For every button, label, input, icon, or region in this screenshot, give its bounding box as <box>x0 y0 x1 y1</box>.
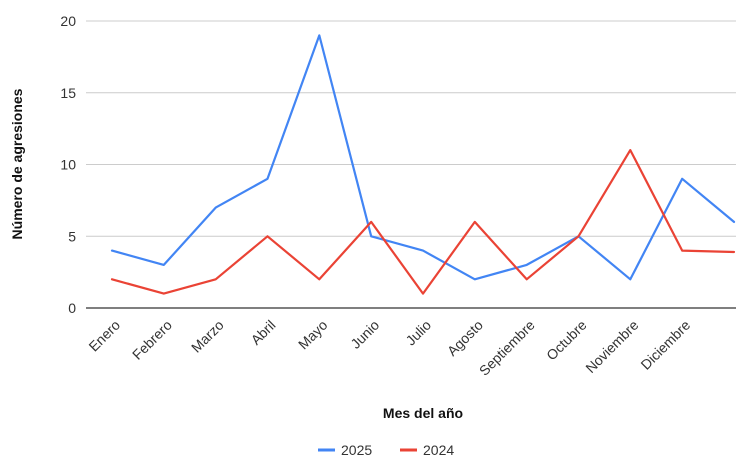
y-tick-label: 10 <box>60 157 76 173</box>
legend-label-2024: 2024 <box>423 442 454 456</box>
gridlines <box>86 20 736 309</box>
x-tick-label: Agosto <box>444 317 486 359</box>
x-tick-label: Marzo <box>188 317 227 356</box>
x-axis-title: Mes del año <box>383 405 463 421</box>
y-tick-label: 15 <box>60 85 76 101</box>
x-tick-label: Septiembre <box>476 317 538 379</box>
y-tick-label: 0 <box>68 300 76 316</box>
legend: 2025 2024 <box>318 442 454 456</box>
x-tick-label: Diciembre <box>637 317 693 373</box>
x-tick-label: Enero <box>85 317 123 355</box>
x-tick-label: Mayo <box>295 317 331 353</box>
series-line-2024 <box>110 149 736 295</box>
x-tick-label: Junio <box>347 317 382 352</box>
y-axis-ticks: 0 5 10 15 20 <box>60 13 76 316</box>
y-tick-label: 5 <box>68 228 76 244</box>
x-tick-label: Octubre <box>543 317 590 364</box>
x-tick-label: Febrero <box>129 317 175 363</box>
series-line-2025 <box>110 34 736 281</box>
legend-label-2025: 2025 <box>341 442 372 456</box>
y-axis-title: Número de agresiones <box>9 88 25 239</box>
x-tick-label: Abril <box>247 317 278 348</box>
x-axis-ticks: Enero Febrero Marzo Abril Mayo Junio Julio Agos… <box>85 317 693 379</box>
y-tick-label: 20 <box>60 13 76 29</box>
x-tick-label: Julio <box>402 317 434 349</box>
x-tick-label: Noviembre <box>582 317 641 376</box>
series-lines <box>110 34 736 295</box>
